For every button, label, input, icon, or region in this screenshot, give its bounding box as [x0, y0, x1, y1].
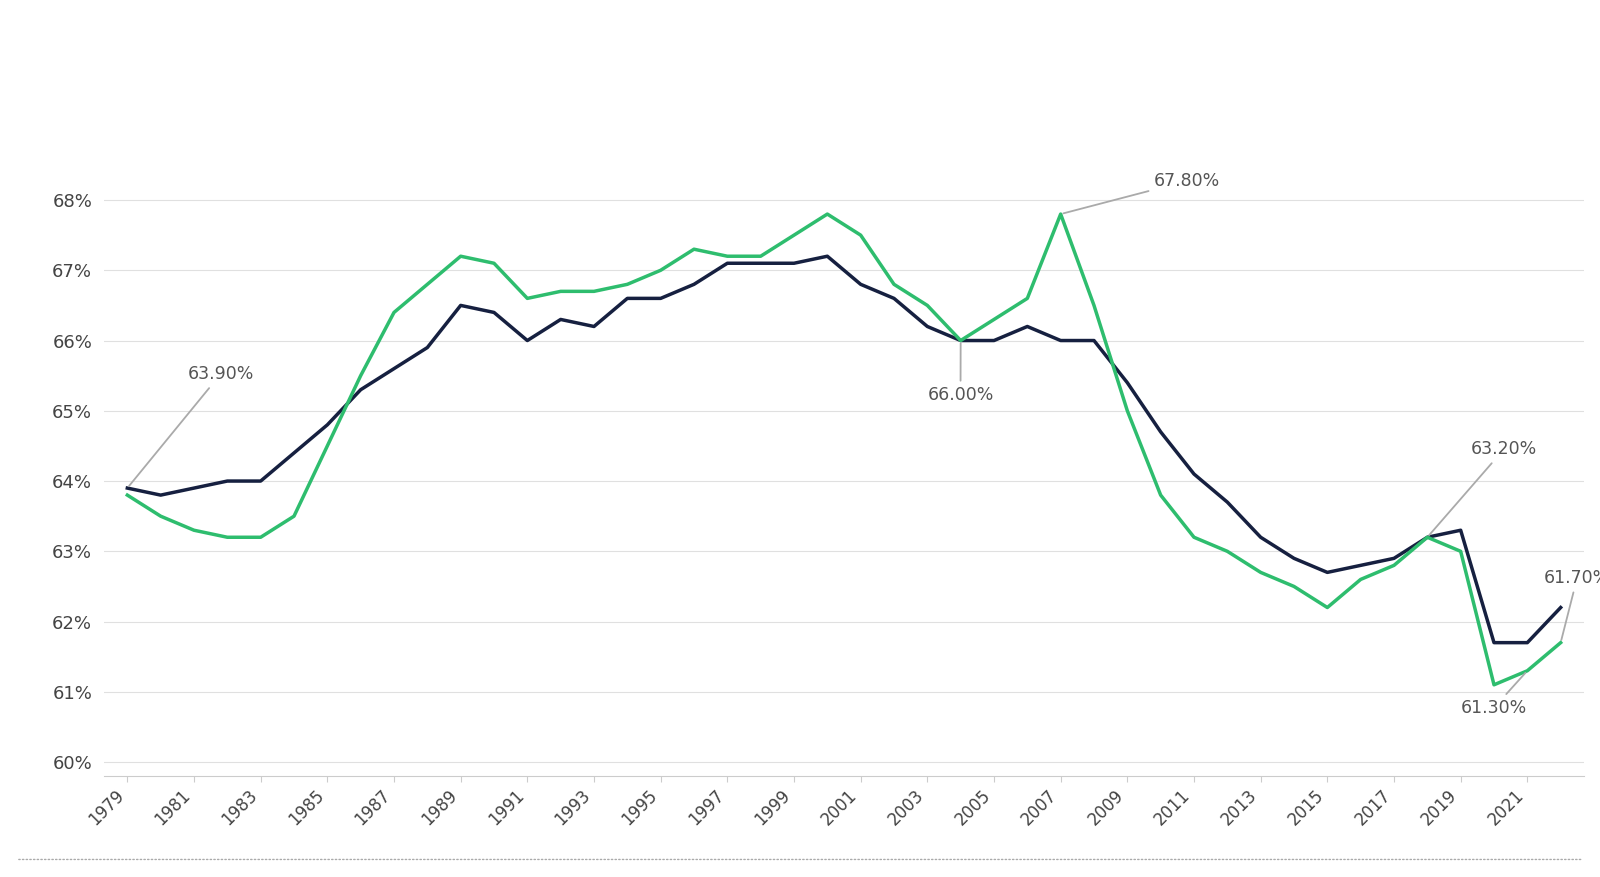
Text: 67.80%: 67.80%: [1064, 172, 1221, 213]
Text: 61.70%: 61.70%: [1544, 569, 1600, 640]
Text: 63.20%: 63.20%: [1429, 440, 1538, 535]
Text: Labor force participation in U.S. and Ohio: Labor force participation in U.S. and Oh…: [555, 109, 1045, 128]
Text: U.S. and Ohio labor force participation far from 2008 recession levels: U.S. and Ohio labor force participation …: [282, 49, 1318, 75]
Text: 66.00%: 66.00%: [928, 343, 994, 404]
Text: 63.90%: 63.90%: [130, 365, 254, 486]
Text: 61.30%: 61.30%: [1461, 673, 1526, 717]
